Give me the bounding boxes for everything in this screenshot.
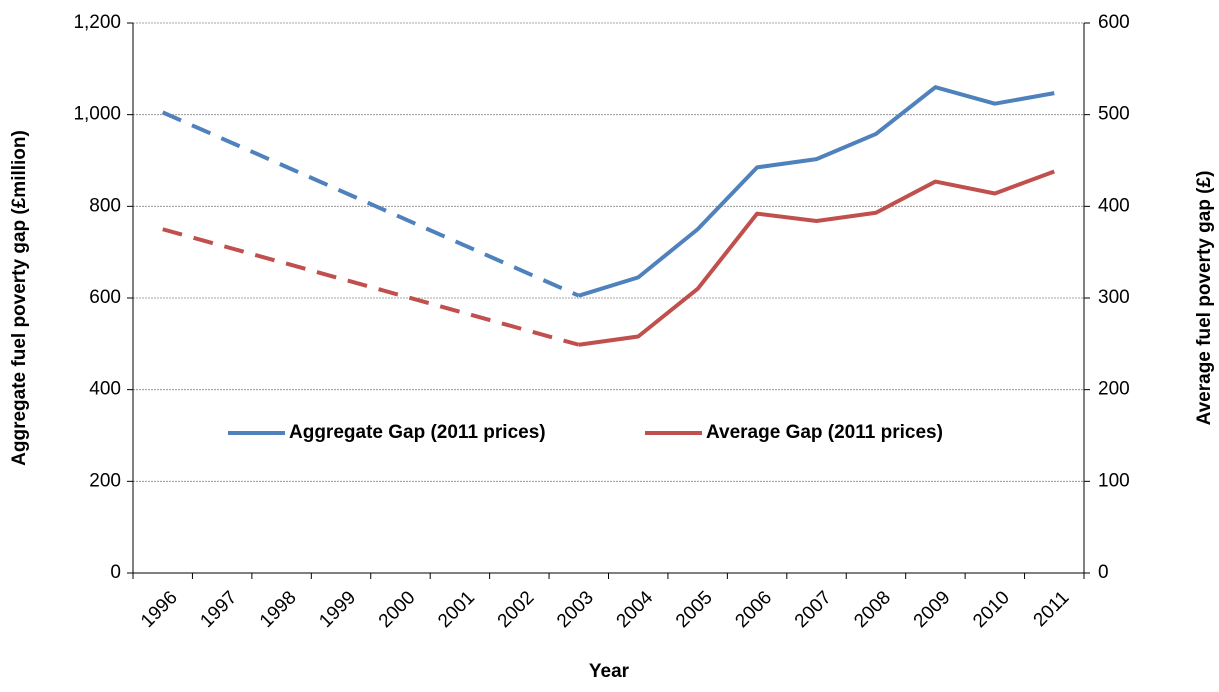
gap-bridge — [162, 227, 580, 347]
y-tick-label: 400 — [89, 379, 121, 400]
y-tick-label: 200 — [89, 470, 121, 491]
series-line — [578, 169, 1055, 347]
y-axis-title: Aggregate fuel poverty gap (£million) — [9, 130, 30, 466]
series-line — [578, 85, 1055, 298]
x-tick-label: 2007 — [791, 587, 836, 632]
x-tick-label: 2010 — [969, 587, 1014, 632]
gap-bridge — [161, 110, 580, 298]
y2-tick-label: 0 — [1098, 562, 1109, 583]
x-axis-title: Year — [589, 661, 630, 682]
y-tick-label: 800 — [89, 195, 121, 216]
y2-axis-title: Average fuel poverty gap (£) — [1194, 171, 1215, 426]
x-tick-label: 2002 — [494, 587, 539, 632]
y-tick-label: 0 — [110, 562, 121, 583]
x-tick-label: 1997 — [196, 587, 241, 632]
y-tick-label: 600 — [89, 287, 121, 308]
x-tick-label: 2008 — [850, 587, 895, 632]
x-tick-label: 2003 — [553, 587, 598, 632]
y2-tick-label: 300 — [1098, 287, 1130, 308]
x-tick-label: 1998 — [256, 587, 301, 632]
y-tick-label: 1,200 — [73, 12, 121, 33]
y2-tick-label: 400 — [1098, 195, 1130, 216]
y-tick-label: 1,000 — [73, 104, 121, 125]
x-tick-label: 2004 — [613, 587, 658, 632]
y2-tick-label: 200 — [1098, 379, 1130, 400]
x-tick-label: 2005 — [672, 587, 717, 632]
y2-tick-label: 100 — [1098, 470, 1130, 491]
legend-label: Aggregate Gap (2011 prices) — [289, 422, 546, 443]
legend-label: Average Gap (2011 prices) — [706, 422, 943, 443]
x-tick-label: 2006 — [731, 587, 776, 632]
x-tick-label: 2001 — [434, 587, 479, 632]
y2-tick-label: 600 — [1098, 12, 1130, 33]
y2-tick-label: 500 — [1098, 104, 1130, 125]
x-tick-label: 1996 — [137, 587, 182, 632]
x-tick-label: 2000 — [375, 587, 420, 632]
x-tick-label: 1999 — [315, 587, 360, 632]
x-tick-label: 2011 — [1030, 587, 1074, 631]
x-tick-label: 2009 — [910, 587, 955, 632]
